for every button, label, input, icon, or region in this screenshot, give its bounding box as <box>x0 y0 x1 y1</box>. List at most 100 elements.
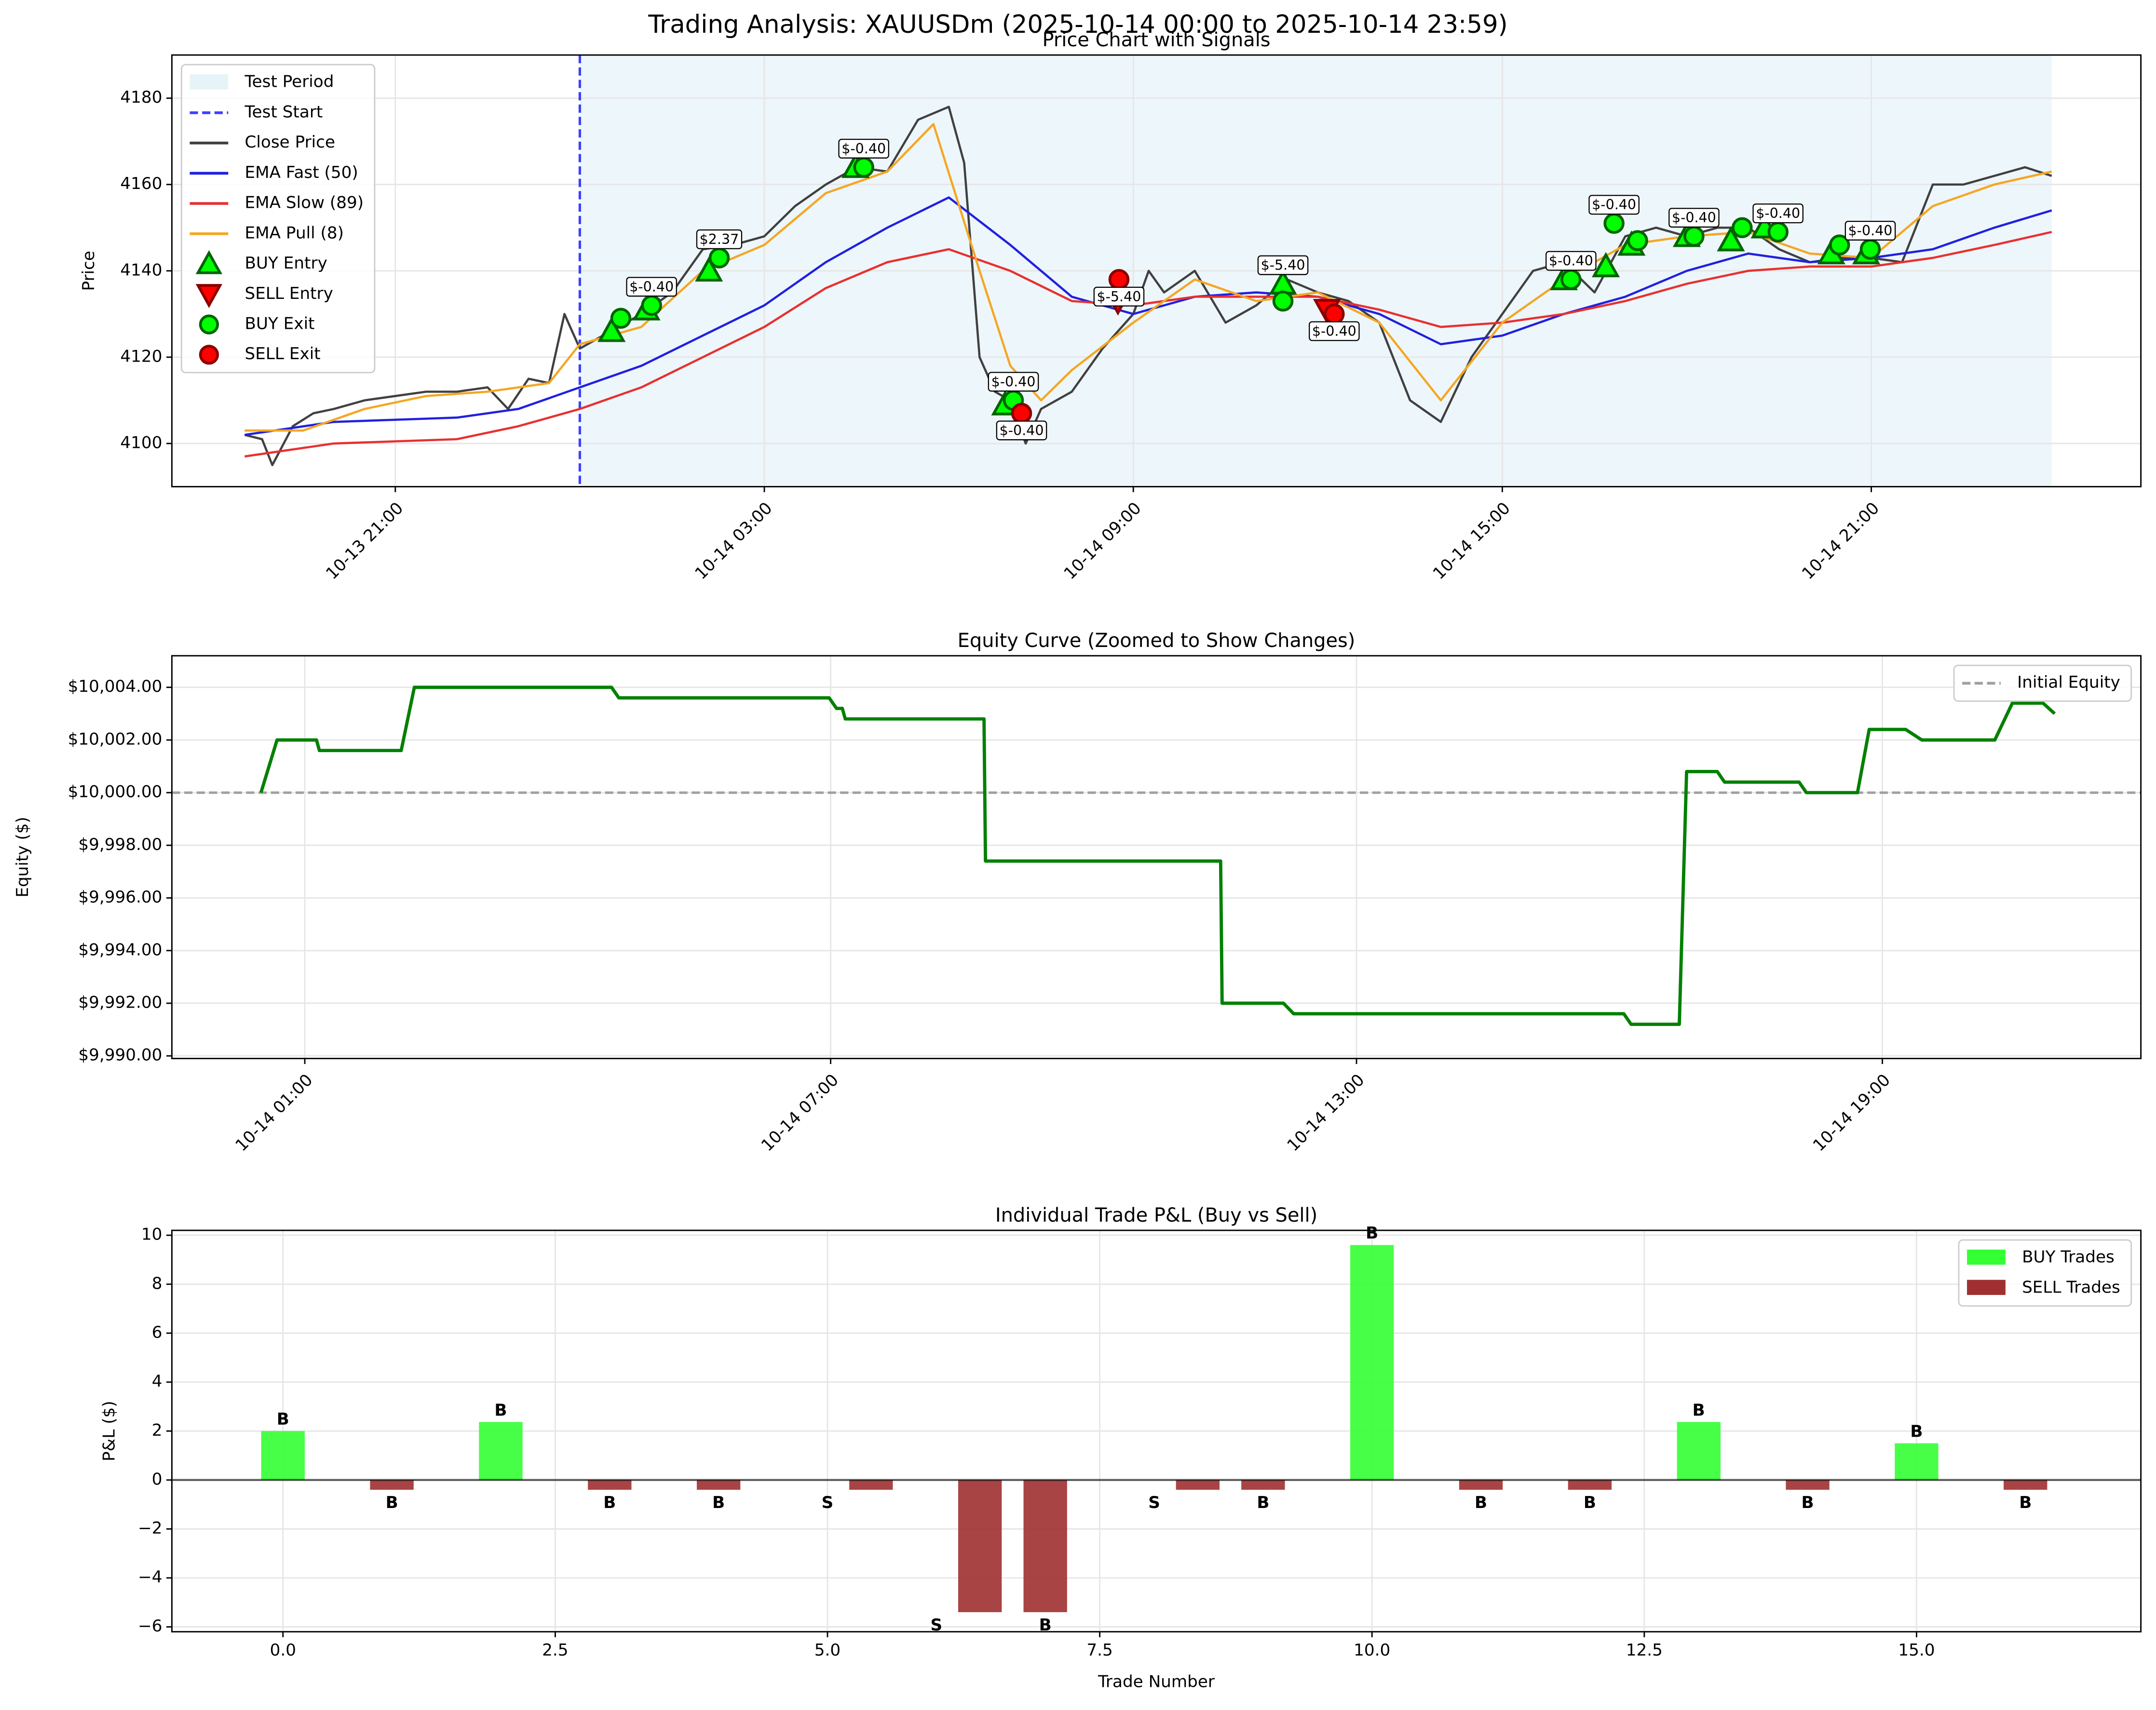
annotation: $-0.40 <box>1549 253 1593 269</box>
y-tick-label: 2 <box>152 1421 163 1440</box>
bar <box>1023 1480 1067 1613</box>
annotation: $-0.40 <box>1756 205 1800 221</box>
marker <box>1829 234 1850 256</box>
marker <box>1324 303 1345 325</box>
legend-box <box>1953 664 2132 702</box>
annotation-box <box>626 277 677 297</box>
annotation-box <box>1093 286 1145 307</box>
annotation-box <box>838 138 889 159</box>
bar <box>1459 1480 1503 1490</box>
legend-label: EMA Slow (89) <box>245 193 364 213</box>
y-tick-label: 8 <box>152 1274 163 1293</box>
y-tick-label: −4 <box>138 1567 162 1587</box>
x-tick-label: 5.0 <box>814 1641 841 1660</box>
marker <box>1272 290 1294 312</box>
bar <box>1677 1422 1721 1480</box>
bar-tag: B <box>1257 1493 1269 1512</box>
legend: BUY Trades SELL Trades <box>1958 1239 2132 1307</box>
marker <box>853 157 874 178</box>
annotation-box <box>1588 195 1640 215</box>
marker <box>695 256 723 282</box>
marker <box>199 314 219 335</box>
y-axis-label: Equity ($) <box>13 817 32 897</box>
bar-tag: B <box>277 1410 289 1429</box>
marker <box>1717 226 1745 252</box>
y-tick-label: $9,996.00 <box>78 888 162 907</box>
y-tick-label: $10,004.00 <box>68 677 163 696</box>
marker <box>1560 269 1582 290</box>
bar <box>588 1480 632 1490</box>
series-line <box>244 106 2052 466</box>
marker <box>199 345 219 365</box>
annotation-box <box>996 420 1047 441</box>
legend: Test Period Test Start Close Price EMA Fast… <box>180 64 376 374</box>
legend-label: Test Period <box>244 72 334 92</box>
bar <box>1350 1245 1394 1480</box>
y-tick-label: $10,002.00 <box>68 729 163 749</box>
x-tick-label: 7.5 <box>1086 1641 1112 1660</box>
chart-title: Equity Curve (Zoomed to Show Changes) <box>958 630 1356 652</box>
annotation-box <box>988 372 1039 392</box>
bar <box>261 1431 305 1480</box>
bar-tag: B <box>1584 1493 1596 1512</box>
marker <box>641 295 662 316</box>
bar-tag: S <box>1148 1493 1160 1512</box>
y-tick-label: −6 <box>138 1616 162 1636</box>
marker <box>1108 269 1130 290</box>
y-axis-label: Price <box>79 251 98 291</box>
bar <box>1241 1480 1285 1490</box>
legend-swatch <box>1967 1279 2006 1295</box>
annotation: $-0.40 <box>841 141 886 157</box>
marker <box>1592 252 1620 278</box>
chart-title: Individual Trade P&L (Buy vs Sell) <box>995 1204 1317 1226</box>
bar-tag: B <box>603 1493 616 1512</box>
y-tick-label: 4 <box>152 1372 163 1391</box>
marker <box>1603 213 1625 234</box>
annotation-box <box>1546 251 1597 271</box>
bar <box>1568 1480 1612 1490</box>
annotation: $-5.40 <box>1097 289 1141 305</box>
legend-label: BUY Exit <box>245 314 315 333</box>
plot-frame <box>171 54 2142 487</box>
x-tick-label: 15.0 <box>1898 1641 1935 1660</box>
bar <box>1895 1443 1939 1480</box>
y-tick-label: 6 <box>152 1323 163 1342</box>
annotation: $-0.40 <box>1000 422 1044 438</box>
marker <box>195 284 223 308</box>
bar-tag: S <box>822 1493 834 1512</box>
y-tick-label: 0 <box>152 1469 163 1489</box>
annotation-box <box>1752 203 1803 224</box>
bar <box>849 1480 893 1490</box>
marker <box>610 308 632 329</box>
annotation: $-0.40 <box>1592 197 1636 213</box>
legend-label: BUY Trades <box>2022 1248 2115 1267</box>
legend: Initial Equity <box>1953 664 2132 702</box>
bar <box>2004 1480 2048 1490</box>
marker <box>1011 403 1032 424</box>
figure-title: Trading Analysis: XAUUSDm (2025-10-14 00… <box>648 10 1507 39</box>
y-tick-label: $10,000.00 <box>68 782 163 802</box>
legend-label: BUY Entry <box>245 254 327 273</box>
legend-label: Test Start <box>244 102 323 121</box>
bar-tag: B <box>2019 1493 2032 1512</box>
y-tick-label: 4160 <box>120 174 162 193</box>
annotation: $-5.40 <box>1261 257 1305 273</box>
legend-swatch <box>1967 1249 2006 1265</box>
bar <box>1176 1480 1220 1490</box>
y-tick-label: 4140 <box>120 260 162 280</box>
legend-swatch <box>190 74 229 90</box>
annotation-box <box>696 229 743 249</box>
legend-label: Close Price <box>245 133 335 152</box>
series-line <box>244 230 2052 458</box>
bar <box>479 1422 523 1480</box>
y-tick-label: 4180 <box>120 88 162 107</box>
bar-tag: B <box>1910 1422 1923 1441</box>
annotation: $-0.40 <box>1848 223 1893 239</box>
plot-frame <box>171 655 2142 1060</box>
bar <box>696 1480 741 1490</box>
annotation-box <box>1257 255 1309 275</box>
y-tick-label: $9,990.00 <box>78 1046 162 1065</box>
bar <box>958 1480 1002 1613</box>
marker <box>708 247 730 269</box>
